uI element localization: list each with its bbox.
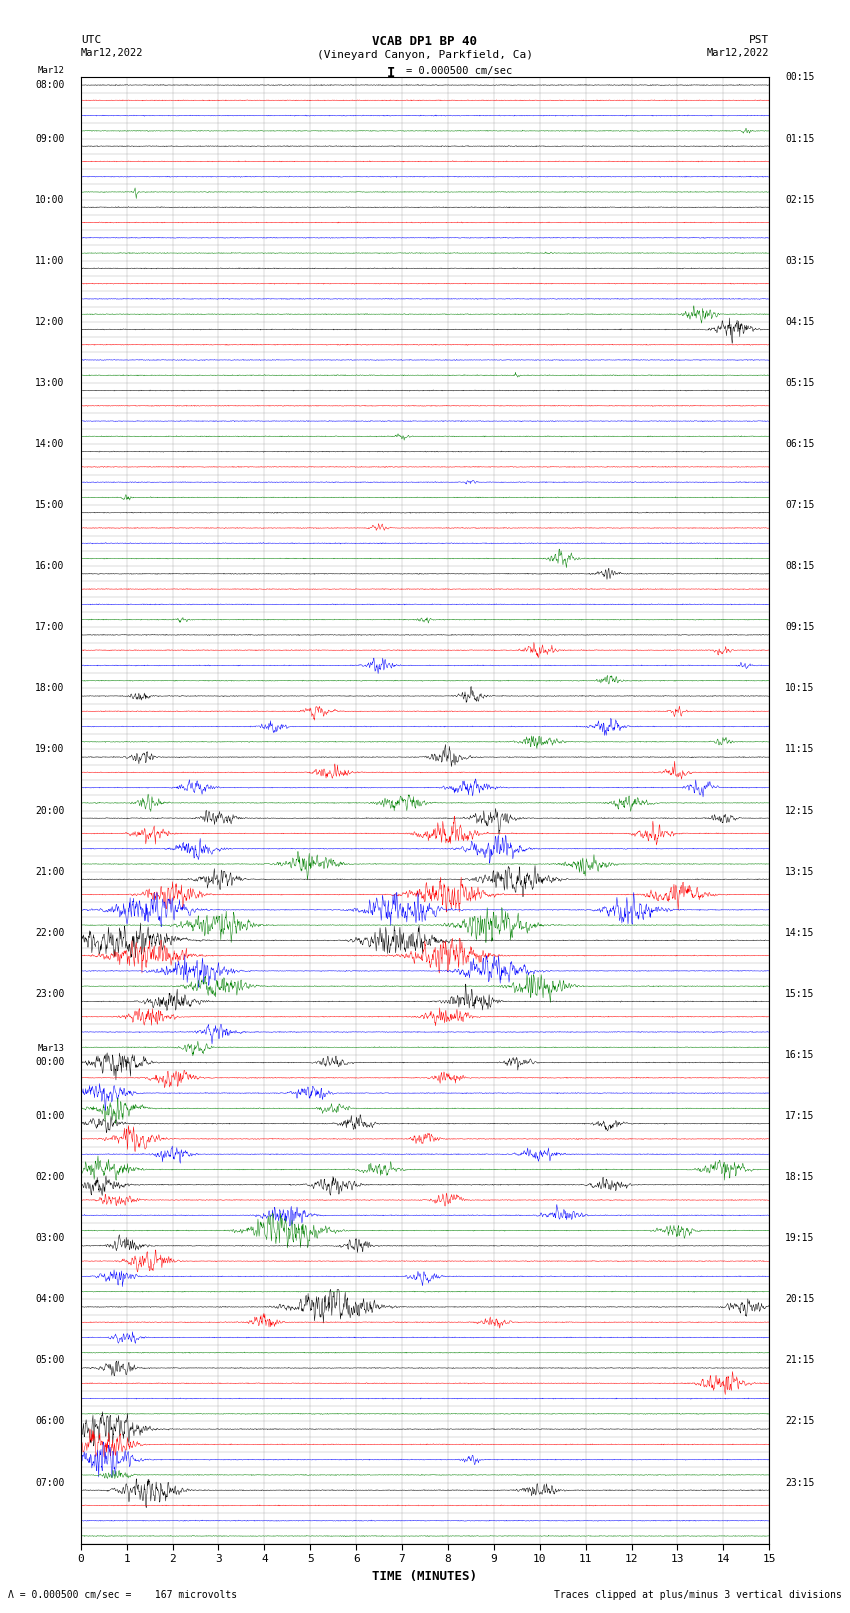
Text: 00:00: 00:00 — [36, 1057, 65, 1068]
Text: 15:00: 15:00 — [36, 500, 65, 510]
Text: 09:15: 09:15 — [785, 623, 814, 632]
Text: 01:00: 01:00 — [36, 1111, 65, 1121]
Text: 10:15: 10:15 — [785, 684, 814, 694]
Text: Mar12: Mar12 — [37, 66, 65, 76]
Text: 06:15: 06:15 — [785, 439, 814, 448]
Text: 23:15: 23:15 — [785, 1478, 814, 1487]
Text: 15:15: 15:15 — [785, 989, 814, 998]
Text: 16:00: 16:00 — [36, 561, 65, 571]
Text: 04:00: 04:00 — [36, 1294, 65, 1305]
Text: = 0.000500 cm/sec: = 0.000500 cm/sec — [406, 66, 513, 76]
Text: 18:15: 18:15 — [785, 1173, 814, 1182]
Text: 20:15: 20:15 — [785, 1294, 814, 1305]
Text: (Vineyard Canyon, Parkfield, Ca): (Vineyard Canyon, Parkfield, Ca) — [317, 50, 533, 60]
Text: 16:15: 16:15 — [785, 1050, 814, 1060]
Text: VCAB DP1 BP 40: VCAB DP1 BP 40 — [372, 35, 478, 48]
Text: Mar12,2022: Mar12,2022 — [706, 48, 769, 58]
Text: 07:00: 07:00 — [36, 1478, 65, 1487]
Text: 22:15: 22:15 — [785, 1416, 814, 1426]
Text: 21:00: 21:00 — [36, 866, 65, 876]
Text: 10:00: 10:00 — [36, 195, 65, 205]
Text: 12:00: 12:00 — [36, 316, 65, 327]
Text: Traces clipped at plus/minus 3 vertical divisions: Traces clipped at plus/minus 3 vertical … — [553, 1590, 842, 1600]
Text: 08:15: 08:15 — [785, 561, 814, 571]
Text: PST: PST — [749, 35, 769, 45]
Text: 05:15: 05:15 — [785, 377, 814, 387]
Text: 18:00: 18:00 — [36, 684, 65, 694]
Text: 02:15: 02:15 — [785, 195, 814, 205]
Text: 09:00: 09:00 — [36, 134, 65, 144]
Text: 19:00: 19:00 — [36, 745, 65, 755]
Text: 22:00: 22:00 — [36, 927, 65, 937]
Text: Mar12,2022: Mar12,2022 — [81, 48, 144, 58]
Text: I: I — [387, 66, 395, 81]
Text: 14:15: 14:15 — [785, 927, 814, 937]
Text: 13:15: 13:15 — [785, 866, 814, 876]
Text: 19:15: 19:15 — [785, 1234, 814, 1244]
Text: 03:15: 03:15 — [785, 256, 814, 266]
Text: 08:00: 08:00 — [36, 79, 65, 90]
Text: Mar13: Mar13 — [37, 1044, 65, 1053]
Text: 06:00: 06:00 — [36, 1416, 65, 1426]
Text: 13:00: 13:00 — [36, 377, 65, 387]
Text: 17:15: 17:15 — [785, 1111, 814, 1121]
Text: 00:15: 00:15 — [785, 73, 814, 82]
Text: 20:00: 20:00 — [36, 805, 65, 816]
Text: UTC: UTC — [81, 35, 101, 45]
Text: 03:00: 03:00 — [36, 1234, 65, 1244]
Text: 14:00: 14:00 — [36, 439, 65, 448]
Text: 11:15: 11:15 — [785, 745, 814, 755]
Text: 23:00: 23:00 — [36, 989, 65, 998]
X-axis label: TIME (MINUTES): TIME (MINUTES) — [372, 1569, 478, 1582]
Text: 05:00: 05:00 — [36, 1355, 65, 1365]
Text: Λ = 0.000500 cm/sec =    167 microvolts: Λ = 0.000500 cm/sec = 167 microvolts — [8, 1590, 238, 1600]
Text: 17:00: 17:00 — [36, 623, 65, 632]
Text: 01:15: 01:15 — [785, 134, 814, 144]
Text: 11:00: 11:00 — [36, 256, 65, 266]
Text: 02:00: 02:00 — [36, 1173, 65, 1182]
Text: 07:15: 07:15 — [785, 500, 814, 510]
Text: 21:15: 21:15 — [785, 1355, 814, 1365]
Text: 12:15: 12:15 — [785, 805, 814, 816]
Text: 04:15: 04:15 — [785, 316, 814, 327]
